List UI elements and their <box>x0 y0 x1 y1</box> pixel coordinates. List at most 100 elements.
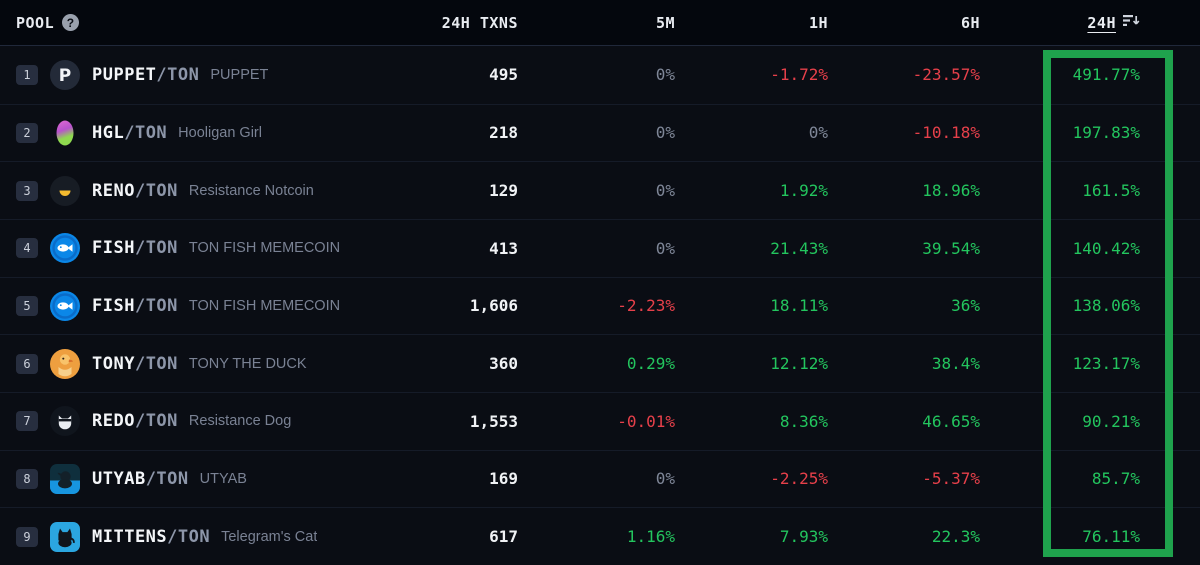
rank-badge: 2 <box>16 122 38 143</box>
pool-cell: 9 MITTENS /TON Telegram's Cat <box>16 521 378 552</box>
change-24h: 90.21% <box>1082 411 1140 431</box>
sort-descending-icon <box>1123 13 1140 32</box>
pair-quote-symbol: /TON <box>134 353 178 374</box>
pair-base-symbol: MITTENS <box>92 526 168 547</box>
change-1h: 1.92% <box>779 181 828 201</box>
txns-value: 1,606 <box>469 296 518 316</box>
change-5m: 0.29% <box>626 354 675 374</box>
change-1h: -1.72% <box>770 65 828 85</box>
change-1h: 8.36% <box>779 411 828 431</box>
rank-badge: 5 <box>16 295 38 316</box>
table-row[interactable]: 8 UTYAB /TON UTYAB 169 0% -2.25% -5.37% … <box>0 449 1200 508</box>
change-5m: 0% <box>655 181 675 201</box>
change-6h: 22.3% <box>931 527 980 547</box>
change-24h: 138.06% <box>1072 296 1140 316</box>
change-24h: 76.11% <box>1082 527 1140 547</box>
pair-base-symbol: FISH <box>92 295 135 316</box>
change-5m: 0% <box>655 469 675 489</box>
token-full-name: Resistance Notcoin <box>188 182 314 199</box>
change-1h: 18.11% <box>770 296 828 316</box>
change-24h: 491.77% <box>1072 65 1140 85</box>
rank-badge: 9 <box>16 526 38 547</box>
tony-token-icon <box>50 348 80 379</box>
column-header-24h-txns[interactable]: 24H TXNS <box>441 13 518 32</box>
change-6h: 46.65% <box>922 411 980 431</box>
token-full-name: Telegram's Cat <box>221 528 318 545</box>
change-6h: 18.96% <box>922 181 980 201</box>
token-full-name: Hooligan Girl <box>178 124 262 141</box>
pair-quote-symbol: /TON <box>134 411 178 432</box>
token-full-name: PUPPET <box>210 66 269 83</box>
change-5m: 0% <box>655 65 675 85</box>
change-1h: 12.12% <box>770 354 828 374</box>
txns-value: 169 <box>489 469 518 489</box>
table-row[interactable]: 1 P PUPPET /TON PUPPET 495 0% -1.72% -23… <box>0 46 1200 104</box>
change-24h: 161.5% <box>1082 181 1140 201</box>
svg-text:P: P <box>59 66 71 86</box>
txns-value: 617 <box>489 527 518 547</box>
pool-cell: 4 FISH /TON TON FISH MEMECOIN <box>16 233 378 264</box>
column-header-6h[interactable]: 6H <box>960 13 980 32</box>
table-row[interactable]: 3 RENO /TON Resistance Notcoin 129 0% 1.… <box>0 161 1200 219</box>
pair-base-symbol: FISH <box>92 238 135 259</box>
change-5m: -2.23% <box>617 296 675 316</box>
pool-column-label: POOL <box>16 13 55 32</box>
puppet-token-icon: P <box>50 59 80 90</box>
txns-value: 129 <box>489 181 518 201</box>
txns-value: 360 <box>489 354 518 374</box>
pool-cell: 6 TONY /TON TONY THE DUCK <box>16 348 378 379</box>
fish-token-icon <box>50 233 80 264</box>
rank-badge: 4 <box>16 238 38 259</box>
change-24h: 123.17% <box>1072 354 1140 374</box>
change-24h: 197.83% <box>1072 123 1140 143</box>
token-full-name: UTYAB <box>199 470 247 487</box>
change-6h: -23.57% <box>912 65 980 85</box>
column-header-5m[interactable]: 5M <box>655 13 675 32</box>
pool-cell: 7 REDO /TON Resistance Dog <box>16 406 378 437</box>
change-24h: 85.7% <box>1091 469 1140 489</box>
column-header-pool[interactable]: POOL ? <box>16 14 378 32</box>
change-1h: 7.93% <box>779 527 828 547</box>
pair-base-symbol: UTYAB <box>92 468 146 489</box>
table-row[interactable]: 7 REDO /TON Resistance Dog 1,553 -0.01% … <box>0 391 1200 450</box>
rank-badge: 8 <box>16 468 38 489</box>
pair-quote-symbol: /TON <box>134 180 178 201</box>
column-header-24h[interactable]: 24H <box>980 13 1140 32</box>
hgl-token-icon <box>50 118 80 148</box>
change-6h: 36% <box>951 296 980 316</box>
change-6h: 39.54% <box>922 238 980 258</box>
change-6h: -5.37% <box>922 469 980 489</box>
pair-base-symbol: TONY <box>92 353 135 374</box>
txns-value: 495 <box>489 65 518 85</box>
txns-value: 218 <box>489 123 518 143</box>
pair-quote-symbol: /TON <box>167 526 211 547</box>
pool-cell: 8 UTYAB /TON UTYAB <box>16 463 378 494</box>
change-6h: 38.4% <box>931 354 980 374</box>
change-5m: 1.16% <box>626 527 675 547</box>
token-full-name: TONY THE DUCK <box>188 355 307 372</box>
table-row[interactable]: 4 FISH /TON TON FISH MEMECOIN 413 0% 21.… <box>0 218 1200 277</box>
fish-token-icon <box>50 290 80 321</box>
redo-token-icon <box>50 406 80 437</box>
token-full-name: TON FISH MEMECOIN <box>188 297 341 314</box>
question-mark-icon[interactable]: ? <box>62 14 80 31</box>
pair-quote-symbol: /TON <box>124 122 168 143</box>
pair-quote-symbol: /TON <box>134 295 178 316</box>
change-5m: 0% <box>655 238 675 258</box>
column-header-1h[interactable]: 1H <box>808 13 828 32</box>
table-row[interactable]: 2 HGL /TON Hooligan Girl 218 0% 0% -10.1… <box>0 103 1200 162</box>
change-6h: -10.18% <box>912 123 980 143</box>
table-row[interactable]: 6 TONY /TON TONY THE DUCK 360 0.29% 12.1… <box>0 334 1200 392</box>
token-full-name: TON FISH MEMECOIN <box>188 240 341 257</box>
pair-quote-symbol: /TON <box>145 468 189 489</box>
change-1h: 0% <box>808 123 828 143</box>
txns-value: 413 <box>489 238 518 258</box>
table-row[interactable]: 5 FISH /TON TON FISH MEMECOIN 1,606 -2.2… <box>0 276 1200 335</box>
change-24h: 140.42% <box>1072 238 1140 258</box>
table-row[interactable]: 9 MITTENS /TON Telegram's Cat 617 1.16% … <box>0 507 1200 565</box>
pool-cell: 3 RENO /TON Resistance Notcoin <box>16 175 378 206</box>
mittens-token-icon <box>50 521 80 552</box>
pair-base-symbol: RENO <box>92 180 135 201</box>
txns-value: 1,553 <box>469 411 518 431</box>
change-1h: 21.43% <box>770 238 828 258</box>
